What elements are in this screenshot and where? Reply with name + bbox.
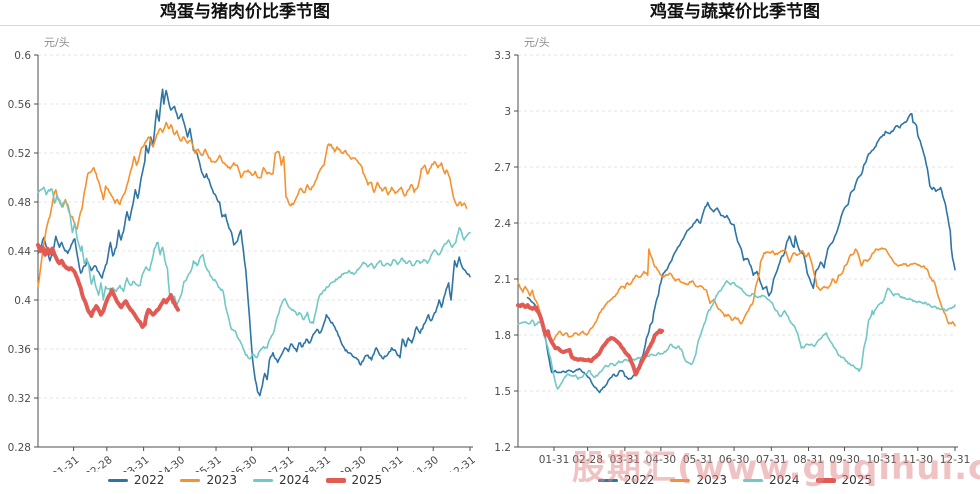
- egg-pork-ratio-chart[interactable]: 0.280.320.360.40.440.480.520.560.601-31 0…: [0, 26, 490, 472]
- legend-item-2022[interactable]: 2022: [107, 473, 165, 487]
- legend-label-2024: 2024: [279, 473, 310, 487]
- legend-label-2022: 2022: [133, 473, 165, 487]
- svg-text:0.4: 0.4: [14, 295, 31, 307]
- svg-text:08-31: 08-31: [302, 454, 333, 472]
- legend-egg-pork: 2022 2023 2024 2025: [0, 473, 490, 487]
- series-line-2022: [526, 113, 956, 394]
- svg-text:04-30: 04-30: [156, 454, 187, 472]
- legend-item-2023[interactable]: 2023: [180, 473, 237, 487]
- legend-label-2024: 2024: [769, 473, 800, 487]
- svg-text:02-28: 02-28: [83, 454, 114, 472]
- series-line-2024: [37, 186, 471, 360]
- legend-egg-vegetable: 2022 2023 2024 2025: [490, 473, 980, 487]
- svg-text:08-31: 08-31: [793, 454, 824, 466]
- svg-text:01-31: 01-31: [539, 454, 570, 466]
- svg-text:05-31: 05-31: [683, 454, 714, 466]
- svg-text:09-30: 09-30: [829, 454, 860, 466]
- chart-block-egg-pork: 鸡蛋与猪肉价比季节图 0.28 0.32 0.36 0.4 0.44 0.48 0.52 0.…: [0, 2, 490, 487]
- svg-text:2.1: 2.1: [494, 274, 511, 286]
- legend-label-2023: 2023: [206, 473, 237, 487]
- svg-text:0.52: 0.52: [8, 148, 31, 160]
- legend-swatch-2024: [743, 478, 763, 482]
- legend-swatch-2022: [597, 478, 618, 482]
- svg-text:12-31: 12-31: [446, 454, 477, 472]
- title-divider: [0, 25, 980, 26]
- legend-label-2022: 2022: [623, 473, 655, 487]
- svg-text:3: 3: [504, 106, 511, 118]
- svg-text:1.8: 1.8: [494, 330, 511, 342]
- legend-label-2025: 2025: [351, 473, 383, 487]
- svg-text:09-30: 09-30: [337, 454, 368, 472]
- svg-text:0.44: 0.44: [8, 246, 32, 258]
- svg-text:0.6: 0.6: [14, 50, 31, 62]
- legend-label-2023: 2023: [696, 473, 727, 487]
- series-line-2023: [517, 247, 956, 342]
- svg-text:0.32: 0.32: [8, 393, 31, 405]
- svg-text:02-28: 02-28: [572, 454, 603, 466]
- svg-text:11-30: 11-30: [410, 454, 441, 472]
- svg-text:1.5: 1.5: [494, 386, 511, 398]
- svg-text:06-30: 06-30: [719, 454, 750, 466]
- legend-swatch-2025: [815, 477, 836, 483]
- svg-text:01-31: 01-31: [50, 454, 81, 472]
- legend-swatch-2022: [107, 478, 128, 482]
- legend-swatch-2025: [325, 477, 346, 483]
- chart-title-egg-vegetable: 鸡蛋与蔬菜价比季节图: [650, 2, 820, 22]
- svg-text:0.48: 0.48: [8, 197, 31, 209]
- svg-text:12-31: 12-31: [940, 454, 971, 466]
- series-line-2025: [36, 242, 180, 329]
- svg-text:2.7: 2.7: [494, 162, 511, 174]
- series-line-2024: [517, 280, 956, 390]
- legend-swatch-2023: [180, 478, 201, 482]
- svg-text:元/头: 元/头: [524, 36, 550, 49]
- legend-item-2023[interactable]: 2023: [670, 473, 727, 487]
- svg-text:10-31: 10-31: [867, 454, 898, 466]
- svg-text:03-31: 03-31: [120, 454, 151, 472]
- legend-swatch-2023: [670, 478, 691, 482]
- legend-swatch-2024: [253, 478, 273, 482]
- legend-item-2024[interactable]: 2024: [253, 473, 310, 487]
- svg-text:03-31: 03-31: [610, 454, 641, 466]
- svg-text:元/头: 元/头: [44, 36, 70, 49]
- svg-text:06-30: 06-30: [228, 454, 259, 472]
- svg-text:05-31: 05-31: [192, 454, 223, 472]
- svg-text:3.3: 3.3: [494, 50, 511, 62]
- svg-text:2.4: 2.4: [494, 218, 511, 230]
- svg-text:07-31: 07-31: [265, 454, 296, 472]
- svg-text:0.56: 0.56: [8, 99, 32, 111]
- svg-text:10-31: 10-31: [374, 454, 405, 472]
- legend-item-2025[interactable]: 2025: [815, 473, 873, 487]
- svg-text:1.2: 1.2: [494, 442, 511, 454]
- svg-text:07-31: 07-31: [756, 454, 787, 466]
- egg-vegetable-ratio-chart[interactable]: 1.2 1.5 1.8 2.1 2.4 2.7 3 3.3 01-31 02-28 03-31 04-…: [490, 26, 980, 472]
- legend-label-2025: 2025: [841, 473, 873, 487]
- chart-title-egg-pork: 鸡蛋与猪肉价比季节图: [160, 2, 330, 22]
- series-line-2022: [37, 88, 471, 397]
- legend-item-2024[interactable]: 2024: [743, 473, 800, 487]
- legend-item-2022[interactable]: 2022: [597, 473, 655, 487]
- legend-item-2025[interactable]: 2025: [325, 473, 383, 487]
- series-line-2025: [516, 302, 665, 377]
- svg-text:0.36: 0.36: [8, 344, 32, 356]
- chart-block-egg-vegetable: 鸡蛋与蔬菜价比季节图 1.2 1.5 1.8 2.1 2.4 2.7 3 3.3 01-31 02…: [490, 0, 980, 494]
- svg-text:11-30: 11-30: [903, 454, 934, 466]
- svg-text:0.28: 0.28: [8, 442, 31, 454]
- svg-text:04-30: 04-30: [646, 454, 677, 466]
- series-line-2023: [37, 121, 468, 288]
